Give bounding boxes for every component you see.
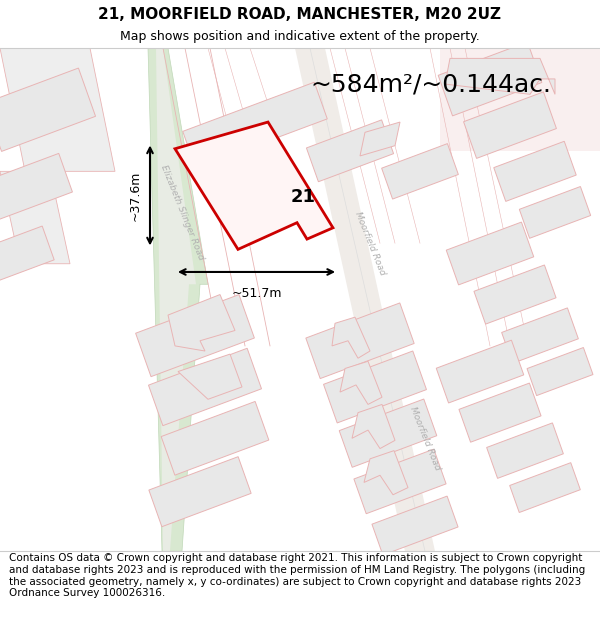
Text: 21: 21 bbox=[290, 188, 316, 206]
Polygon shape bbox=[148, 348, 262, 426]
Polygon shape bbox=[520, 186, 590, 238]
Polygon shape bbox=[332, 317, 370, 358]
Polygon shape bbox=[459, 383, 541, 442]
Text: Elizabeth Slinger Road: Elizabeth Slinger Road bbox=[159, 164, 205, 261]
Polygon shape bbox=[509, 462, 580, 512]
Polygon shape bbox=[372, 496, 458, 555]
Polygon shape bbox=[156, 48, 196, 551]
Polygon shape bbox=[306, 303, 414, 379]
Polygon shape bbox=[352, 404, 395, 449]
Text: Moorfield Road: Moorfield Road bbox=[408, 405, 442, 471]
Text: ~37.6m: ~37.6m bbox=[129, 170, 142, 221]
Polygon shape bbox=[502, 308, 578, 363]
Polygon shape bbox=[178, 354, 242, 399]
Polygon shape bbox=[340, 361, 382, 404]
Polygon shape bbox=[149, 457, 251, 527]
Polygon shape bbox=[0, 68, 95, 151]
Polygon shape bbox=[436, 340, 524, 403]
Text: Contains OS data © Crown copyright and database right 2021. This information is : Contains OS data © Crown copyright and d… bbox=[9, 554, 585, 598]
Polygon shape bbox=[168, 294, 235, 351]
Polygon shape bbox=[382, 144, 458, 199]
Polygon shape bbox=[136, 294, 254, 377]
Text: Map shows position and indicative extent of the property.: Map shows position and indicative extent… bbox=[120, 29, 480, 42]
Polygon shape bbox=[446, 222, 534, 285]
Polygon shape bbox=[0, 153, 73, 220]
Polygon shape bbox=[183, 82, 327, 168]
Polygon shape bbox=[438, 42, 542, 116]
Text: 21, MOORFIELD ROAD, MANCHESTER, M20 2UZ: 21, MOORFIELD ROAD, MANCHESTER, M20 2UZ bbox=[98, 7, 502, 22]
Text: Moorfield Road: Moorfield Road bbox=[353, 210, 387, 276]
Polygon shape bbox=[175, 122, 333, 249]
Polygon shape bbox=[339, 399, 437, 468]
Polygon shape bbox=[354, 449, 446, 514]
Text: ~51.7m: ~51.7m bbox=[231, 288, 282, 301]
Polygon shape bbox=[148, 48, 208, 551]
Polygon shape bbox=[295, 48, 435, 551]
Polygon shape bbox=[527, 348, 593, 396]
Text: ~584m²/~0.144ac.: ~584m²/~0.144ac. bbox=[310, 72, 551, 96]
Polygon shape bbox=[161, 401, 269, 475]
Polygon shape bbox=[0, 226, 54, 281]
Polygon shape bbox=[360, 122, 400, 156]
Polygon shape bbox=[0, 171, 70, 264]
Polygon shape bbox=[474, 265, 556, 324]
Polygon shape bbox=[445, 58, 555, 94]
Polygon shape bbox=[364, 451, 408, 495]
Polygon shape bbox=[494, 141, 576, 201]
Polygon shape bbox=[464, 92, 556, 158]
Polygon shape bbox=[323, 351, 427, 423]
Polygon shape bbox=[440, 48, 600, 151]
Polygon shape bbox=[0, 48, 115, 171]
Polygon shape bbox=[487, 423, 563, 478]
Polygon shape bbox=[307, 120, 394, 182]
